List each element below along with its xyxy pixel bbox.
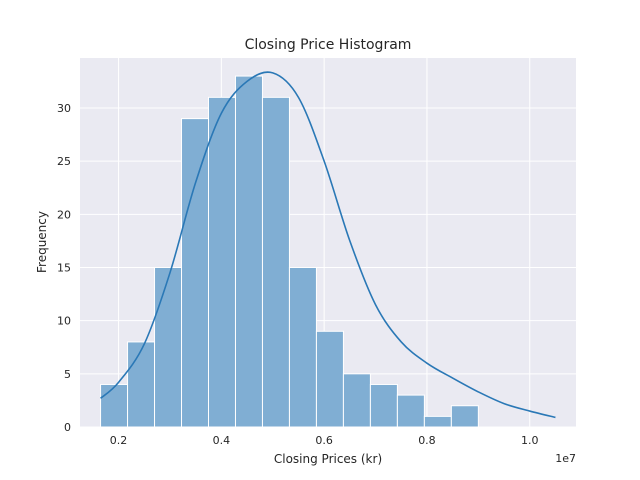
chart-title: Closing Price Histogram bbox=[245, 37, 412, 53]
y-tick-label: 25 bbox=[57, 155, 71, 168]
histogram-bar bbox=[182, 119, 209, 427]
y-tick-label: 30 bbox=[57, 102, 71, 115]
histogram-bar bbox=[289, 267, 316, 427]
histogram-bar bbox=[128, 342, 155, 427]
histogram-bar bbox=[397, 395, 424, 427]
histogram-bar bbox=[343, 374, 370, 427]
x-tick-label: 0.4 bbox=[213, 434, 231, 447]
x-tick-label: 0.8 bbox=[418, 434, 436, 447]
y-axis-ticks: 0 5 10 15 20 25 30 bbox=[57, 102, 71, 434]
x-axis-offset-label: 1e7 bbox=[555, 452, 576, 465]
x-axis-label: Closing Prices (kr) bbox=[274, 452, 382, 466]
histogram-bar bbox=[424, 416, 451, 427]
histogram-bar bbox=[262, 97, 289, 427]
y-axis-label: Frequency bbox=[35, 211, 49, 273]
histogram-bar bbox=[316, 331, 343, 427]
histogram-bar bbox=[235, 76, 262, 427]
histogram-bar bbox=[451, 406, 478, 427]
y-tick-label: 5 bbox=[64, 368, 71, 381]
x-tick-label: 0.6 bbox=[315, 434, 333, 447]
y-tick-label: 20 bbox=[57, 208, 71, 221]
y-tick-label: 15 bbox=[57, 261, 71, 274]
x-tick-label: 1.0 bbox=[521, 434, 539, 447]
histogram-bar bbox=[370, 384, 397, 427]
histogram-bar bbox=[101, 384, 128, 427]
histogram-bar bbox=[208, 97, 235, 427]
y-tick-label: 10 bbox=[57, 315, 71, 328]
y-tick-label: 0 bbox=[64, 421, 71, 434]
x-tick-label: 0.2 bbox=[110, 434, 128, 447]
histogram-bar bbox=[155, 267, 182, 427]
x-axis-ticks: 0.2 0.4 0.6 0.8 1.0 bbox=[110, 434, 539, 447]
